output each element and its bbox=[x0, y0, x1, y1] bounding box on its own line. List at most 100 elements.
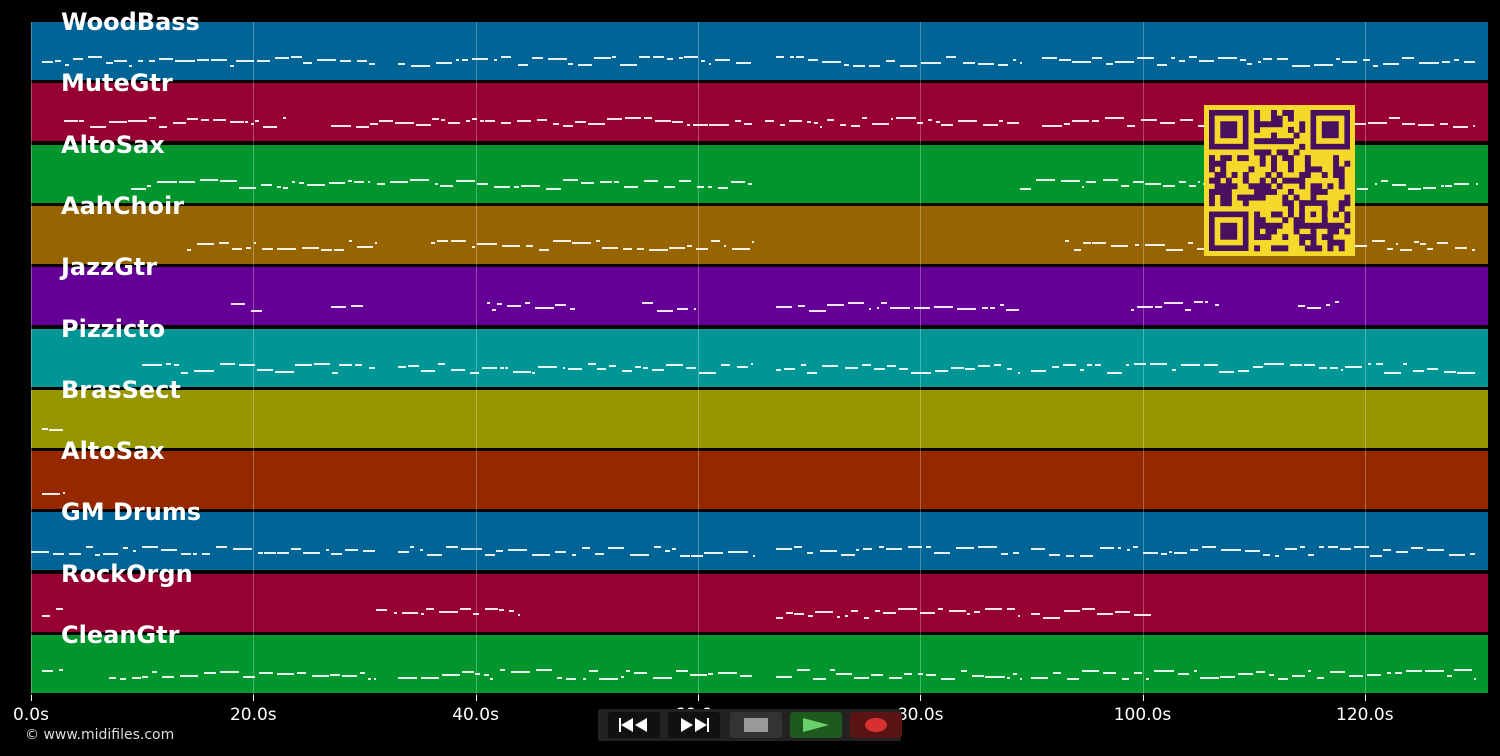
note-mark bbox=[1081, 185, 1085, 188]
note-mark bbox=[1160, 553, 1167, 556]
note-mark bbox=[630, 554, 650, 557]
rewind-button[interactable] bbox=[608, 712, 660, 738]
note-mark bbox=[594, 57, 612, 59]
note-mark bbox=[1447, 675, 1452, 677]
note-mark bbox=[192, 553, 198, 556]
note-mark bbox=[1422, 186, 1437, 189]
note-mark bbox=[484, 554, 495, 557]
note-mark bbox=[142, 676, 149, 678]
note-mark bbox=[1472, 248, 1475, 251]
note-mark bbox=[753, 555, 756, 558]
note-mark bbox=[797, 669, 811, 671]
note-mark bbox=[899, 367, 909, 370]
note-mark bbox=[402, 611, 418, 614]
note-mark bbox=[1133, 613, 1151, 616]
fast-forward-button[interactable] bbox=[668, 712, 720, 738]
note-mark bbox=[201, 119, 210, 122]
note-mark bbox=[949, 609, 966, 612]
track-label: JazzGtr bbox=[61, 253, 158, 282]
note-mark bbox=[895, 117, 916, 120]
note-mark bbox=[1383, 549, 1391, 552]
note-mark bbox=[962, 62, 976, 64]
note-mark bbox=[727, 551, 748, 554]
note-mark bbox=[652, 677, 673, 679]
note-mark bbox=[798, 305, 805, 308]
track-lane bbox=[31, 267, 1488, 326]
note-mark bbox=[1363, 59, 1371, 61]
note-mark bbox=[178, 180, 195, 183]
note-mark bbox=[608, 364, 616, 367]
play-button[interactable] bbox=[790, 712, 842, 738]
note-mark bbox=[291, 548, 302, 551]
note-mark bbox=[569, 308, 575, 311]
note-mark bbox=[1048, 554, 1060, 557]
note-mark bbox=[927, 119, 933, 122]
note-mark bbox=[552, 123, 560, 126]
note-mark bbox=[187, 118, 198, 121]
note-mark bbox=[368, 366, 375, 369]
note-mark bbox=[553, 239, 571, 242]
note-mark bbox=[950, 366, 964, 369]
note-mark bbox=[1269, 674, 1274, 676]
note-mark bbox=[1031, 612, 1040, 615]
note-mark bbox=[836, 615, 840, 618]
note-mark bbox=[445, 546, 459, 549]
note-mark bbox=[536, 119, 548, 122]
note-mark bbox=[486, 302, 491, 305]
note-mark bbox=[588, 362, 596, 365]
note-mark bbox=[356, 245, 373, 248]
note-mark bbox=[534, 307, 554, 310]
note-mark bbox=[1080, 555, 1094, 558]
note-mark bbox=[397, 677, 418, 679]
note-mark bbox=[500, 669, 506, 671]
note-mark bbox=[1406, 670, 1423, 672]
note-mark bbox=[655, 120, 671, 123]
note-mark bbox=[1425, 670, 1444, 672]
note-mark bbox=[717, 672, 738, 674]
note-mark bbox=[886, 548, 903, 551]
note-mark bbox=[1121, 678, 1129, 680]
note-mark bbox=[1193, 301, 1204, 304]
note-mark bbox=[672, 548, 676, 551]
note-mark bbox=[736, 62, 752, 64]
track-label: CleanGtr bbox=[61, 621, 180, 649]
note-mark bbox=[338, 363, 352, 366]
note-mark bbox=[908, 546, 923, 549]
note-mark bbox=[231, 303, 245, 306]
note-mark bbox=[890, 118, 894, 121]
note-mark bbox=[1197, 180, 1201, 183]
note-mark bbox=[356, 60, 367, 62]
note-mark bbox=[1454, 246, 1468, 249]
note-mark bbox=[889, 307, 910, 310]
note-mark bbox=[1099, 547, 1115, 550]
note-mark bbox=[348, 239, 353, 242]
gridline bbox=[253, 22, 255, 695]
note-mark bbox=[1019, 62, 1022, 64]
note-mark bbox=[708, 673, 714, 675]
note-mark bbox=[1340, 368, 1343, 371]
note-mark bbox=[1106, 63, 1113, 65]
note-mark bbox=[341, 675, 358, 677]
note-mark bbox=[597, 367, 607, 370]
note-mark bbox=[1157, 64, 1167, 66]
note-mark bbox=[731, 180, 745, 183]
note-mark bbox=[985, 607, 1003, 610]
note-mark bbox=[1036, 178, 1055, 181]
note-mark bbox=[408, 364, 420, 367]
note-mark bbox=[175, 60, 195, 62]
note-mark bbox=[329, 181, 346, 184]
note-mark bbox=[186, 248, 191, 251]
note-mark bbox=[1126, 125, 1135, 128]
note-mark bbox=[636, 247, 644, 250]
note-mark bbox=[264, 552, 277, 555]
note-mark bbox=[262, 126, 277, 129]
note-mark bbox=[1370, 555, 1382, 558]
note-mark bbox=[1064, 123, 1070, 126]
note-mark bbox=[563, 366, 566, 369]
note-mark bbox=[122, 547, 128, 550]
note-mark bbox=[331, 125, 352, 128]
record-button[interactable] bbox=[850, 712, 902, 738]
note-mark bbox=[853, 677, 869, 679]
stop-button[interactable] bbox=[730, 712, 782, 738]
note-mark bbox=[138, 60, 143, 62]
